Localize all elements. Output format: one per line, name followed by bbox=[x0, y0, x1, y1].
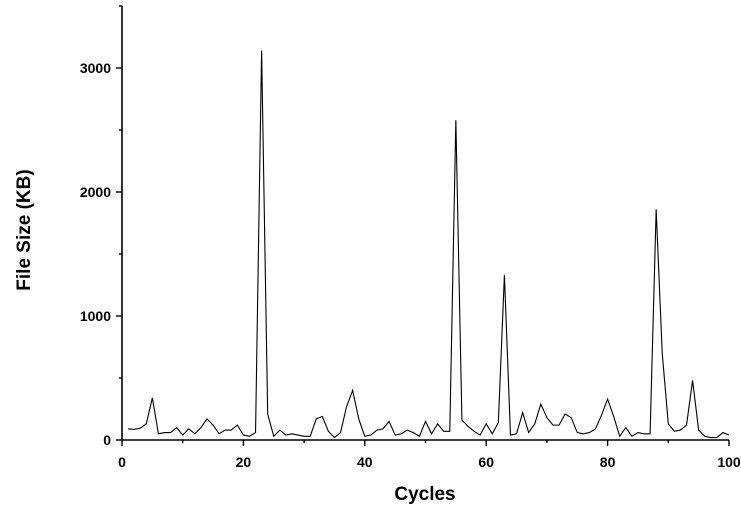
y-tick-label: 1000 bbox=[80, 308, 111, 324]
axes bbox=[121, 6, 729, 441]
y-tick-label: 3000 bbox=[80, 60, 111, 76]
y-axis-title: File Size (KB) bbox=[14, 169, 35, 290]
x-tick-label: 60 bbox=[478, 454, 494, 470]
series-line bbox=[128, 50, 730, 439]
x-tick-label: 80 bbox=[600, 454, 616, 470]
x-tick-label: 20 bbox=[236, 454, 252, 470]
x-axis-title: Cycles bbox=[394, 484, 455, 505]
y-tick-label: 0 bbox=[103, 432, 111, 448]
y-tick-label: 2000 bbox=[80, 184, 111, 200]
x-tick-label: 40 bbox=[357, 454, 373, 470]
ticks bbox=[116, 5, 730, 446]
x-tick-label: 0 bbox=[118, 454, 126, 470]
x-tick-label: 100 bbox=[717, 454, 741, 470]
